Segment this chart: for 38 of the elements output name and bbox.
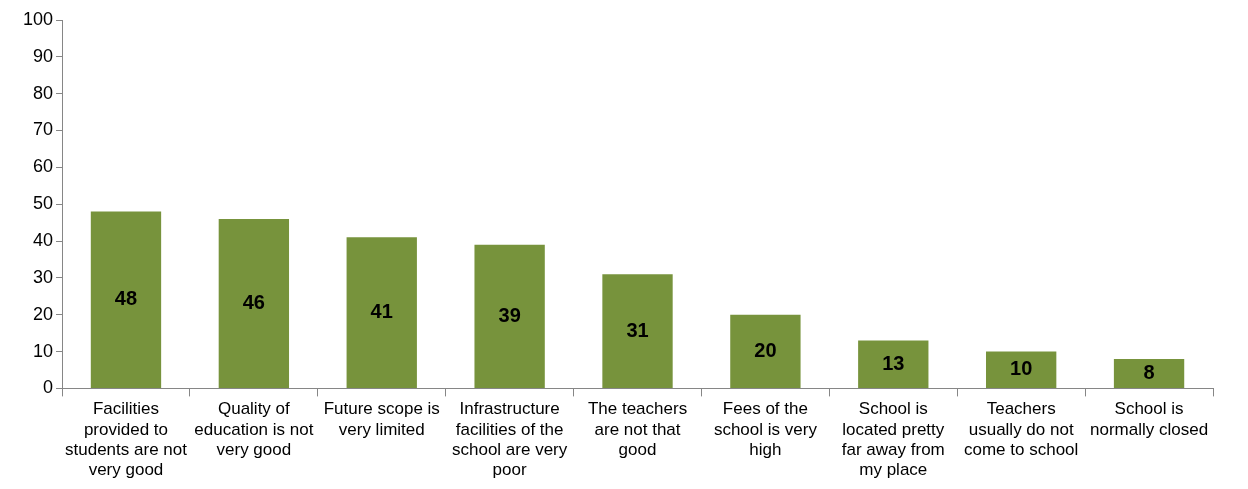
x-tick-label: Teachers usually do not come to school bbox=[964, 399, 1079, 460]
y-tick-label: 50 bbox=[33, 193, 54, 214]
bar bbox=[1113, 358, 1185, 388]
bar bbox=[90, 211, 162, 388]
bar bbox=[730, 314, 801, 388]
bar bbox=[602, 274, 673, 388]
x-tick-label: Quality of education is not very good bbox=[194, 399, 314, 460]
y-tick-label: 30 bbox=[33, 266, 54, 287]
data-label: 10 bbox=[1010, 357, 1033, 380]
data-label: 46 bbox=[242, 290, 265, 313]
bar bbox=[218, 218, 290, 388]
bar bbox=[986, 351, 1057, 388]
y-tick-label: 100 bbox=[22, 8, 54, 29]
bar bbox=[474, 244, 545, 388]
data-label: 39 bbox=[498, 303, 521, 326]
data-label: 48 bbox=[114, 287, 138, 310]
x-tick-label: Future scope is very limited bbox=[323, 399, 440, 439]
x-tick-label: The teachers are not that good bbox=[587, 399, 688, 460]
y-tick-label: 80 bbox=[33, 82, 54, 103]
data-label: 41 bbox=[370, 300, 393, 323]
data-label: 13 bbox=[882, 351, 905, 374]
x-tick-label: School is normally closed bbox=[1090, 399, 1209, 439]
bar bbox=[858, 340, 929, 388]
y-tick-label: 40 bbox=[33, 230, 54, 251]
y-tick-label: 10 bbox=[33, 340, 54, 361]
x-tick-label: School is located pretty far away from my place bbox=[841, 399, 945, 480]
y-tick-label: 90 bbox=[33, 45, 54, 66]
data-label: 20 bbox=[754, 338, 777, 361]
data-label: 8 bbox=[1143, 360, 1155, 383]
y-tick-label: 20 bbox=[33, 303, 54, 324]
y-tick-label: 0 bbox=[43, 377, 54, 398]
y-tick-label: 70 bbox=[33, 119, 54, 140]
x-tick-label: Facilities provided to students are not very good bbox=[65, 399, 188, 480]
x-tick-label: Fees of the school is very high bbox=[713, 399, 818, 460]
x-tick-label: Infrastructure facilities of the school are very poor bbox=[451, 399, 568, 480]
y-tick-label: 60 bbox=[33, 156, 54, 177]
bar bbox=[346, 237, 417, 388]
data-label: 31 bbox=[626, 318, 649, 341]
